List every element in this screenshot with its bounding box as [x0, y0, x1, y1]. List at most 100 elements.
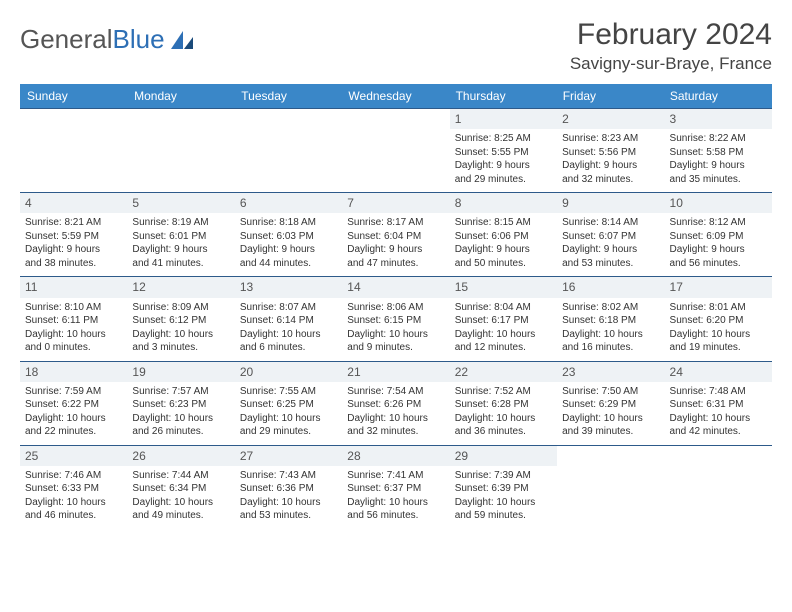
day-number: 17 [665, 277, 772, 297]
sunset-text: Sunset: 6:39 PM [455, 482, 552, 496]
sunrise-text: Sunrise: 7:57 AM [132, 385, 229, 399]
week-row: 18Sunrise: 7:59 AMSunset: 6:22 PMDayligh… [20, 361, 772, 445]
daylight-text: and 42 minutes. [670, 425, 767, 439]
sunset-text: Sunset: 5:55 PM [455, 146, 552, 160]
logo-text-blue: Blue [113, 24, 165, 55]
day-number: 6 [235, 193, 342, 213]
day-cell: 10Sunrise: 8:12 AMSunset: 6:09 PMDayligh… [665, 193, 772, 276]
daylight-text: Daylight: 10 hours [132, 412, 229, 426]
day-cell: 7Sunrise: 8:17 AMSunset: 6:04 PMDaylight… [342, 193, 449, 276]
day-number: 14 [342, 277, 449, 297]
day-number: 7 [342, 193, 449, 213]
sunrise-text: Sunrise: 8:22 AM [670, 132, 767, 146]
sunrise-text: Sunrise: 7:48 AM [670, 385, 767, 399]
header: GeneralBlue February 2024 Savigny-sur-Br… [20, 18, 772, 74]
sunrise-text: Sunrise: 8:25 AM [455, 132, 552, 146]
day-cell: 18Sunrise: 7:59 AMSunset: 6:22 PMDayligh… [20, 362, 127, 445]
sunrise-text: Sunrise: 8:14 AM [562, 216, 659, 230]
day-cell: 19Sunrise: 7:57 AMSunset: 6:23 PMDayligh… [127, 362, 234, 445]
daylight-text: and 49 minutes. [132, 509, 229, 523]
daylight-text: Daylight: 9 hours [670, 243, 767, 257]
daylight-text: and 36 minutes. [455, 425, 552, 439]
sunrise-text: Sunrise: 8:10 AM [25, 301, 122, 315]
weekday-header: Saturday [664, 85, 771, 107]
day-cell: 4Sunrise: 8:21 AMSunset: 5:59 PMDaylight… [20, 193, 127, 276]
sunset-text: Sunset: 6:29 PM [562, 398, 659, 412]
weekday-header-row: Sunday Monday Tuesday Wednesday Thursday… [20, 84, 772, 108]
day-number: 22 [450, 362, 557, 382]
sunrise-text: Sunrise: 7:54 AM [347, 385, 444, 399]
weekday-header: Monday [128, 85, 235, 107]
sunset-text: Sunset: 6:11 PM [25, 314, 122, 328]
weekday-header: Friday [557, 85, 664, 107]
sunrise-text: Sunrise: 8:07 AM [240, 301, 337, 315]
daylight-text: Daylight: 9 hours [240, 243, 337, 257]
daylight-text: Daylight: 10 hours [347, 328, 444, 342]
location: Savigny-sur-Braye, France [570, 54, 772, 74]
sunrise-text: Sunrise: 7:59 AM [25, 385, 122, 399]
sunrise-text: Sunrise: 8:09 AM [132, 301, 229, 315]
daylight-text: and 47 minutes. [347, 257, 444, 271]
week-row: 1Sunrise: 8:25 AMSunset: 5:55 PMDaylight… [20, 108, 772, 192]
daylight-text: Daylight: 9 hours [347, 243, 444, 257]
sunrise-text: Sunrise: 8:21 AM [25, 216, 122, 230]
daylight-text: and 16 minutes. [562, 341, 659, 355]
sunset-text: Sunset: 6:18 PM [562, 314, 659, 328]
daylight-text: and 38 minutes. [25, 257, 122, 271]
calendar: Sunday Monday Tuesday Wednesday Thursday… [20, 84, 772, 529]
sunrise-text: Sunrise: 8:18 AM [240, 216, 337, 230]
sunrise-text: Sunrise: 7:55 AM [240, 385, 337, 399]
daylight-text: and 44 minutes. [240, 257, 337, 271]
day-cell [557, 446, 664, 529]
day-number: 15 [450, 277, 557, 297]
day-cell: 11 Sunrise: 8:10 AMSunset: 6:11 PMDayligh… [20, 277, 127, 360]
day-cell: 5Sunrise: 8:19 AMSunset: 6:01 PMDaylight… [127, 193, 234, 276]
daylight-text: and 41 minutes. [132, 257, 229, 271]
daylight-text: Daylight: 9 hours [132, 243, 229, 257]
sunset-text: Sunset: 6:09 PM [670, 230, 767, 244]
daylight-text: Daylight: 10 hours [455, 328, 552, 342]
daylight-text: and 53 minutes. [562, 257, 659, 271]
daylight-text: Daylight: 10 hours [25, 328, 122, 342]
sunset-text: Sunset: 6:33 PM [25, 482, 122, 496]
title-block: February 2024 Savigny-sur-Braye, France [570, 18, 772, 74]
daylight-text: Daylight: 10 hours [455, 496, 552, 510]
day-cell: 25Sunrise: 7:46 AMSunset: 6:33 PMDayligh… [20, 446, 127, 529]
sunset-text: Sunset: 6:03 PM [240, 230, 337, 244]
day-cell [20, 109, 127, 192]
daylight-text: Daylight: 10 hours [240, 412, 337, 426]
daylight-text: Daylight: 10 hours [347, 496, 444, 510]
week-row: 4Sunrise: 8:21 AMSunset: 5:59 PMDaylight… [20, 192, 772, 276]
sunrise-text: Sunrise: 8:04 AM [455, 301, 552, 315]
sunset-text: Sunset: 6:01 PM [132, 230, 229, 244]
logo: GeneralBlue [20, 24, 195, 55]
day-cell: 27Sunrise: 7:43 AMSunset: 6:36 PMDayligh… [235, 446, 342, 529]
day-cell: 29Sunrise: 7:39 AMSunset: 6:39 PMDayligh… [450, 446, 557, 529]
daylight-text: Daylight: 10 hours [240, 328, 337, 342]
sunrise-text: Sunrise: 7:50 AM [562, 385, 659, 399]
sunrise-text: Sunrise: 8:06 AM [347, 301, 444, 315]
daylight-text: Daylight: 10 hours [240, 496, 337, 510]
day-number: 25 [20, 446, 127, 466]
day-number: 8 [450, 193, 557, 213]
day-number: 28 [342, 446, 449, 466]
sunrise-text: Sunrise: 7:39 AM [455, 469, 552, 483]
sunset-text: Sunset: 6:37 PM [347, 482, 444, 496]
daylight-text: and 50 minutes. [455, 257, 552, 271]
day-cell: 6 Sunrise: 8:18 AMSunset: 6:03 PMDaylight… [235, 193, 342, 276]
daylight-text: Daylight: 10 hours [347, 412, 444, 426]
month-title: February 2024 [570, 18, 772, 52]
daylight-text: and 46 minutes. [25, 509, 122, 523]
daylight-text: and 32 minutes. [347, 425, 444, 439]
sunset-text: Sunset: 6:14 PM [240, 314, 337, 328]
daylight-text: and 56 minutes. [347, 509, 444, 523]
day-cell: 2Sunrise: 8:23 AMSunset: 5:56 PMDaylight… [557, 109, 664, 192]
day-number: 19 [127, 362, 234, 382]
day-number: 11 [20, 277, 127, 297]
day-cell: 20Sunrise: 7:55 AMSunset: 6:25 PMDayligh… [235, 362, 342, 445]
daylight-text: Daylight: 10 hours [562, 328, 659, 342]
sunset-text: Sunset: 5:59 PM [25, 230, 122, 244]
day-cell: 21Sunrise: 7:54 AMSunset: 6:26 PMDayligh… [342, 362, 449, 445]
daylight-text: and 32 minutes. [562, 173, 659, 187]
sunrise-text: Sunrise: 8:17 AM [347, 216, 444, 230]
